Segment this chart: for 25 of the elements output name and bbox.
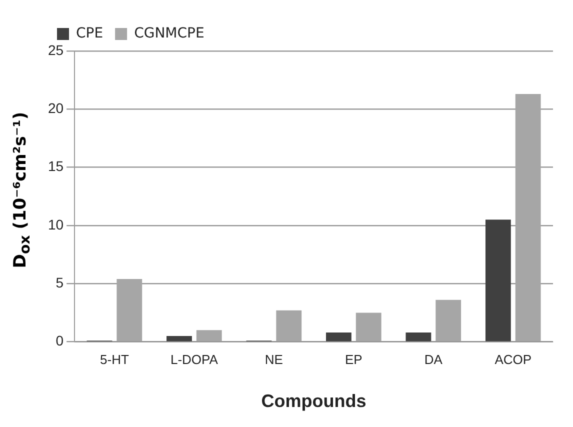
legend-label: CPE: [76, 26, 104, 42]
bar: [166, 336, 192, 342]
x-tick-label: ACOP: [494, 352, 532, 368]
bar: [485, 220, 511, 342]
bar: [406, 332, 432, 342]
x-tick-label: 5-HT: [100, 352, 129, 368]
y-tick-label: 25: [48, 42, 64, 58]
y-tick-label: 20: [48, 100, 64, 116]
x-tick-label: DA: [424, 352, 443, 368]
y-tick-label: 15: [48, 158, 64, 174]
x-tick-label: EP: [344, 352, 362, 368]
bar: [276, 310, 302, 342]
x-axis-title: Compounds: [261, 391, 366, 412]
x-tick-label: L-DOPA: [170, 352, 218, 368]
y-tick-label: 0: [56, 332, 64, 349]
bar: [326, 332, 352, 342]
bar: [436, 300, 462, 342]
bar: [356, 312, 382, 342]
y-tick-label: 5: [56, 274, 64, 290]
bar: [116, 278, 142, 342]
x-tick-label: NE: [264, 352, 284, 368]
bar: [196, 330, 222, 342]
y-tick-label: 10: [48, 216, 64, 232]
bar: [515, 94, 541, 342]
legend-label: CGNMCPE: [134, 26, 204, 42]
